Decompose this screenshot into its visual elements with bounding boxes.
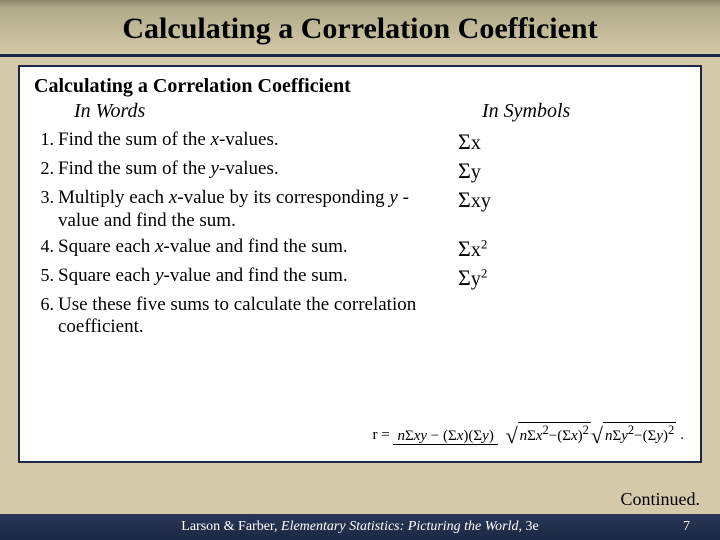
- step-number: 5.: [34, 265, 58, 286]
- list-item: 2. Find the sum of the y-values. Σy: [34, 158, 686, 184]
- list-item: 6. Use these five sums to calculate the …: [34, 294, 686, 340]
- footer-bar: Larson & Farber, Elementary Statistics: …: [0, 514, 720, 540]
- steps-list: 1. Find the sum of the x-values. Σx 2. F…: [34, 129, 686, 339]
- step-symbol: Σxy: [458, 187, 491, 213]
- step-text: Multiply each x-value by its correspondi…: [58, 187, 458, 233]
- step-number: 6.: [34, 294, 58, 315]
- step-text: Find the sum of the y-values.: [58, 158, 458, 181]
- step-text: Find the sum of the x-values.: [58, 129, 458, 152]
- continued-label: Continued.: [621, 489, 701, 510]
- content-box: Calculating a Correlation Coefficient In…: [18, 65, 702, 463]
- step-symbol: Σy2: [458, 265, 487, 291]
- step-text: Use these five sums to calculate the cor…: [58, 294, 458, 340]
- step-number: 1.: [34, 129, 58, 150]
- list-item: 4. Square each x-value and find the sum.…: [34, 236, 686, 262]
- col-header-words: In Words: [34, 100, 482, 123]
- footer-citation: Larson & Farber, Elementary Statistics: …: [0, 519, 720, 535]
- step-number: 3.: [34, 187, 58, 208]
- step-symbol: Σy: [458, 158, 481, 184]
- column-headers: In Words In Symbols: [34, 100, 686, 123]
- content-subtitle: Calculating a Correlation Coefficient: [34, 75, 686, 98]
- step-number: 2.: [34, 158, 58, 179]
- step-number: 4.: [34, 236, 58, 257]
- formula-lhs: r =: [373, 427, 390, 443]
- formula-denominator: √nΣx2−(Σx)2√nΣy2−(Σy)2: [502, 428, 681, 444]
- list-item: 1. Find the sum of the x-values. Σx: [34, 129, 686, 155]
- step-symbol: Σx: [458, 129, 481, 155]
- correlation-formula: r = nΣxy − (Σx)(Σy) √nΣx2−(Σx)2√nΣy2−(Σy…: [373, 422, 684, 449]
- list-item: 3. Multiply each x-value by its correspo…: [34, 187, 686, 233]
- list-item: 5. Square each y-value and find the sum.…: [34, 265, 686, 291]
- page-number: 7: [683, 519, 690, 535]
- step-symbol: Σx2: [458, 236, 487, 262]
- step-text: Square each x-value and find the sum.: [58, 236, 458, 259]
- title-bar: Calculating a Correlation Coefficient: [0, 0, 720, 57]
- formula-numerator: nΣxy − (Σx)(Σy): [393, 428, 497, 445]
- step-text: Square each y-value and find the sum.: [58, 265, 458, 288]
- slide-title: Calculating a Correlation Coefficient: [20, 12, 700, 46]
- col-header-symbols: In Symbols: [482, 100, 570, 123]
